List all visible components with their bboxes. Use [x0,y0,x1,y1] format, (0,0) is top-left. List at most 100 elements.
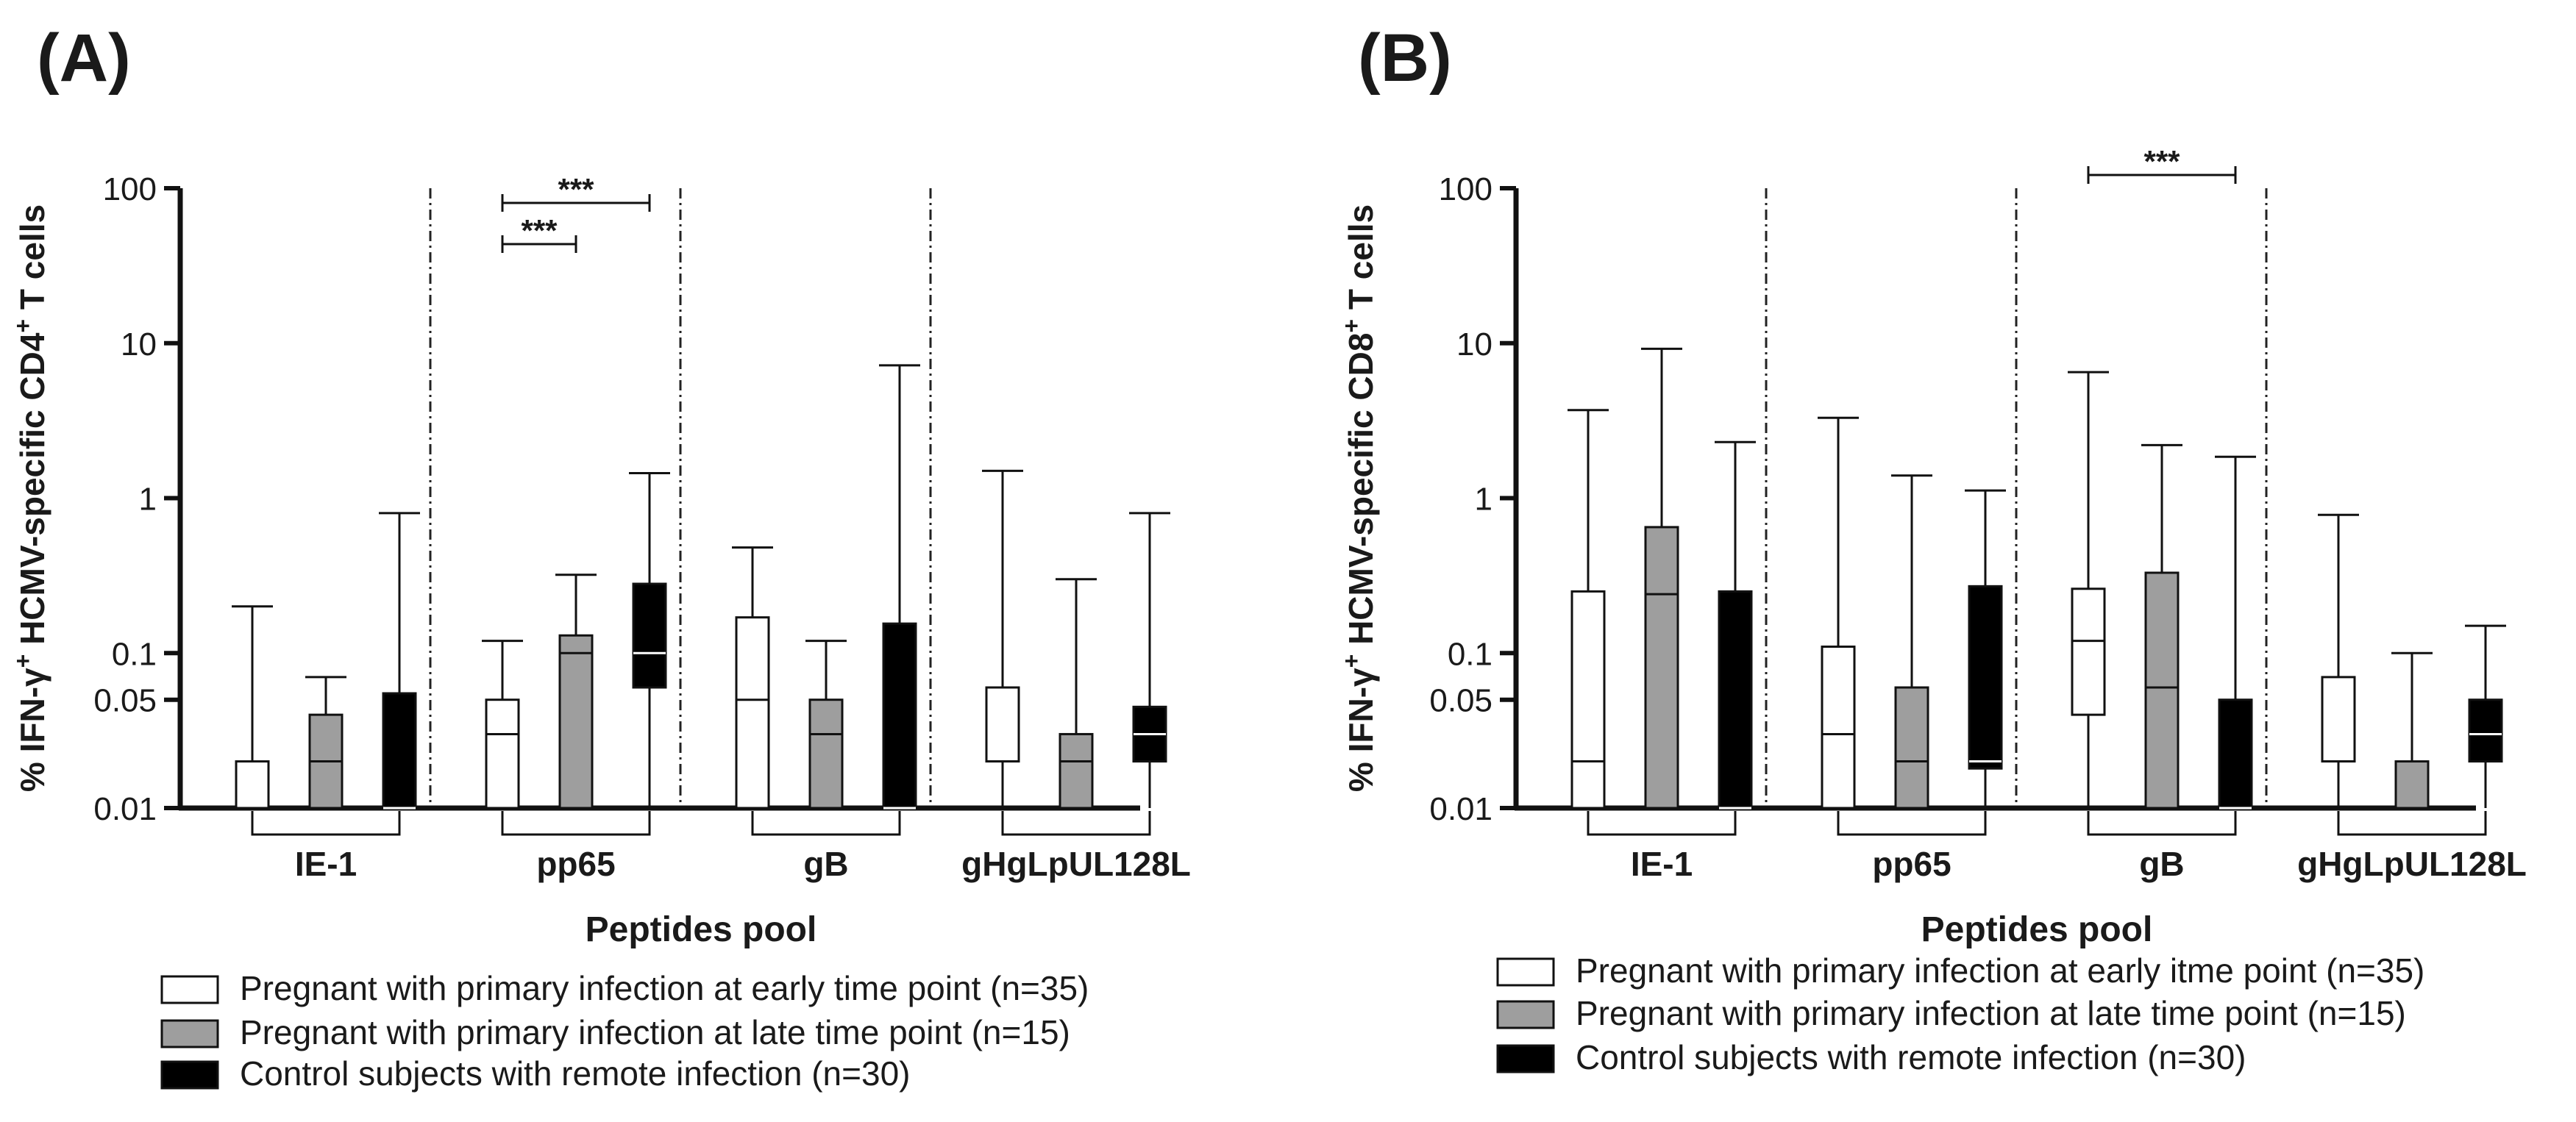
category-label: IE-1 [1631,845,1693,883]
box-early-gB [2068,371,2109,808]
box-rect [808,698,844,810]
panel-label: (A) [37,21,131,96]
box-rect [985,686,1020,763]
y-axis-title-part: + [1338,319,1365,333]
box-rect [382,692,417,810]
y-axis-title: % IFN-γ+ HCMV-specific CD4+ T cells [10,204,51,792]
box-rect [735,616,770,810]
y-tick-label: 0.01 [93,791,157,827]
significance-label: *** [521,213,558,248]
category-bracket [1587,811,1737,836]
y-axis-title-part: % IFN-γ [1342,668,1380,792]
box-control-gB [879,364,920,810]
panel-label: (B) [1358,21,1452,96]
box-rect [1894,686,1929,810]
box-late-gB [805,640,847,810]
box-late-gB [2141,443,2182,810]
box-rect [1570,590,1606,810]
box-control-gHgLpUL128L [2465,624,2506,808]
box-rect [558,634,594,810]
box-rect [2071,587,2106,716]
box-rect [485,698,520,810]
category-label: pp65 [536,845,615,883]
significance-label: *** [558,172,594,207]
box-late-gHgLpUL128L [2391,651,2433,810]
y-tick-label: 0.1 [112,636,157,672]
legend-swatch-late [1496,1000,1555,1029]
box-rect [632,582,667,689]
category-bracket [2087,811,2237,836]
legend-swatch-early [1496,957,1555,987]
y-tick-label: 0.01 [1429,791,1492,827]
box-late-gHgLpUL128L [1056,578,1097,810]
significance-bracket [501,194,651,212]
y-axis-title-part: HCMV-specific CD8 [1342,333,1380,654]
box-rect [1968,585,2003,770]
y-tick-label: 100 [1439,171,1492,207]
legend-swatch-early [160,975,219,1004]
category-bracket [1837,811,1987,836]
significance-bracket [2087,166,2237,184]
y-tick-label: 0.1 [1448,636,1492,672]
box-rect [1821,646,1856,810]
box-rect [2468,698,2503,763]
y-axis-title-part: + [10,654,36,668]
y-tick-label: 1 [139,482,157,518]
legend-label-early: Pregnant with primary infection at early… [240,969,1089,1007]
category-bracket [2337,811,2487,836]
legend-label-early: Pregnant with primary infection at early… [1576,951,2424,990]
category-label: gHgLpUL128L [2297,845,2527,883]
box-rect [1644,526,1679,810]
significance-label: *** [2143,144,2180,179]
y-axis-title: % IFN-γ+ HCMV-specific CD8+ T cells [1338,204,1380,792]
box-early-IE-1 [232,605,273,810]
category-label: gB [2139,845,2184,883]
box-rect [882,622,917,810]
legend-swatch-control [1496,1044,1555,1073]
legend-label-late: Pregnant with primary infection at late … [240,1013,1070,1051]
box-rect [2144,571,2180,810]
box-rect [1058,732,1094,810]
category-label: gHgLpUL128L [961,845,1191,883]
category-bracket [251,811,401,836]
box-rect [235,760,270,810]
y-tick-label: 1 [1475,482,1492,518]
y-tick-label: 100 [103,171,157,207]
y-axis-title-part: % IFN-γ [13,668,51,792]
legend-label-control: Control subjects with remote infection (… [240,1054,911,1093]
y-tick-label: 10 [1456,326,1492,362]
y-tick-label: 0.05 [1429,683,1492,719]
box-rect [2321,676,2356,763]
box-control-IE-1 [1715,440,1756,810]
x-axis-title: Peptides pool [1921,910,2153,949]
category-bracket [751,811,901,836]
box-control-gHgLpUL128L [1129,512,1170,808]
box-early-gB [732,546,773,810]
category-bracket [1001,811,1151,836]
y-axis-title-part: + [10,319,36,333]
y-tick-label: 10 [121,326,157,362]
legend-swatch-control [160,1060,219,1090]
y-axis-title-part: + [1338,654,1365,668]
x-axis-title: Peptides pool [586,910,817,949]
box-late-IE-1 [1641,347,1682,810]
y-axis-title-part: T cells [13,204,51,319]
box-late-pp65 [555,573,597,810]
box-control-IE-1 [379,512,420,810]
box-control-pp65 [1965,489,2006,808]
significance-bracket [501,235,577,253]
category-label: pp65 [1872,845,1951,883]
box-late-IE-1 [305,676,346,810]
category-bracket [501,811,651,836]
box-early-pp65 [482,640,523,810]
category-label: gB [803,845,848,883]
box-early-IE-1 [1568,409,1609,810]
legend-label-late: Pregnant with primary infection at late … [1576,994,2406,1032]
y-axis-title-part: HCMV-specific CD4 [13,332,51,654]
category-label: IE-1 [295,845,357,883]
box-early-pp65 [1818,416,1859,810]
legend-swatch-late [160,1019,219,1048]
box-rect [2394,760,2430,810]
